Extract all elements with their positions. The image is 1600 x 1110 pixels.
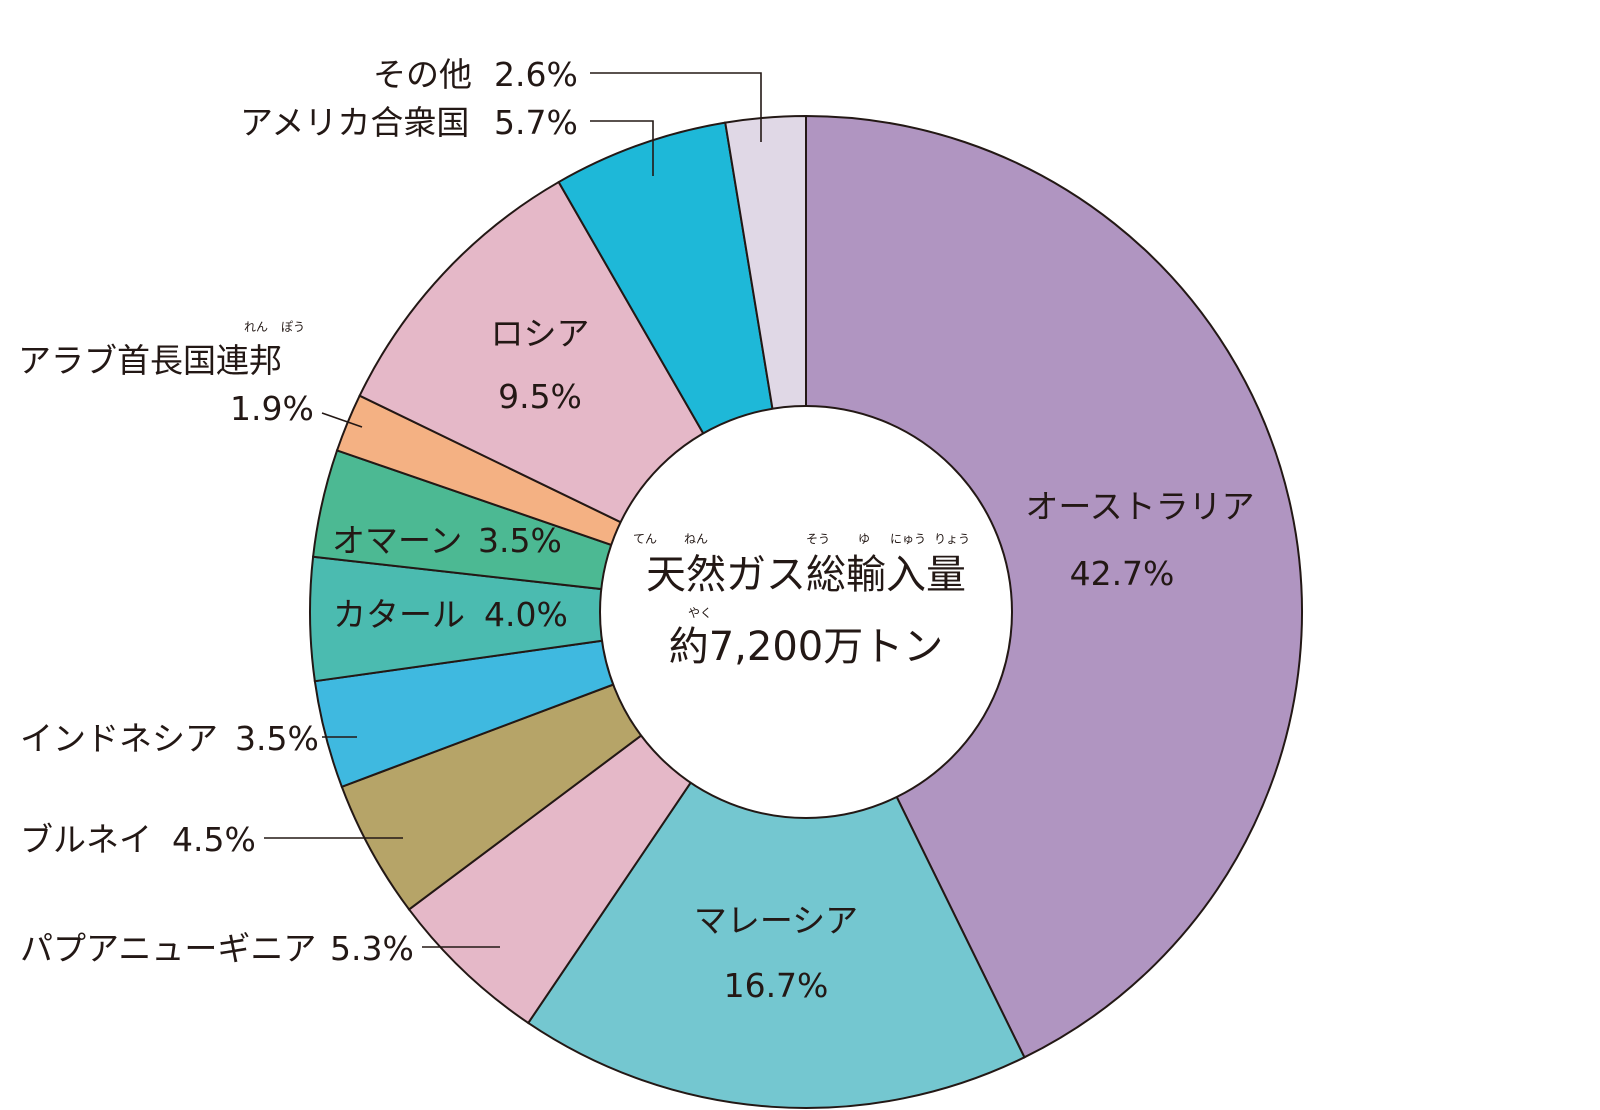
center-ruby-4: にゅう — [890, 532, 926, 546]
leader-line-sonota — [590, 72, 762, 142]
label-australia-value: 42.7% — [1070, 554, 1175, 593]
ruby-pou: ぽう — [281, 320, 305, 334]
donut-hole — [599, 405, 1013, 819]
center-ruby-5: りょう — [934, 532, 970, 546]
label-png-name: パプアニューギニア — [20, 929, 316, 968]
label-russia-name: ロシア — [491, 314, 590, 353]
center-ruby-2: そう — [806, 532, 830, 546]
leader-line-uae — [321, 412, 363, 428]
slice-1 — [526, 610, 1026, 1109]
label-brunei-value: 4.5% — [172, 820, 256, 859]
center-ruby-0: てん — [633, 532, 657, 546]
center-ruby-1: ねん — [684, 532, 708, 546]
center-ruby-3: ゆ — [858, 532, 870, 546]
leader-lines — [264, 72, 762, 948]
chart-title: 天然ガス総輸入量 — [646, 552, 966, 598]
label-oman-value: 3.5% — [478, 521, 562, 560]
label-qatar-name: カタール — [333, 595, 465, 634]
label-oman-name: オマーン — [332, 521, 462, 560]
label-usa-value: 5.7% — [494, 103, 578, 142]
label-indonesia-value: 3.5% — [235, 719, 319, 758]
label-russia-value: 9.5% — [498, 377, 582, 416]
label-brunei-name: ブルネイ — [20, 820, 152, 859]
label-qatar-value: 4.0% — [484, 595, 568, 634]
center-ruby-yaku: やく — [688, 606, 712, 620]
label-uae-value: 1.9% — [230, 389, 314, 428]
label-malaysia-value: 16.7% — [724, 966, 829, 1005]
label-malaysia-name: マレーシア — [694, 901, 858, 940]
leader-line-usa — [590, 120, 654, 176]
label-uae-name: アラブ首長国連邦 — [18, 341, 282, 380]
label-sonota-name: その他 — [373, 55, 472, 94]
chart-subtitle: 約7,200万トン — [669, 624, 944, 670]
label-indonesia-name: インドネシア — [20, 719, 218, 758]
label-png-value: 5.3% — [330, 929, 414, 968]
label-usa-name: アメリカ合衆国 — [240, 103, 469, 142]
ruby-ren: れん — [244, 320, 268, 334]
slice-0 — [805, 114, 1303, 1059]
label-australia-name: オーストラリア — [1025, 487, 1254, 526]
label-sonota-value: 2.6% — [494, 55, 578, 94]
